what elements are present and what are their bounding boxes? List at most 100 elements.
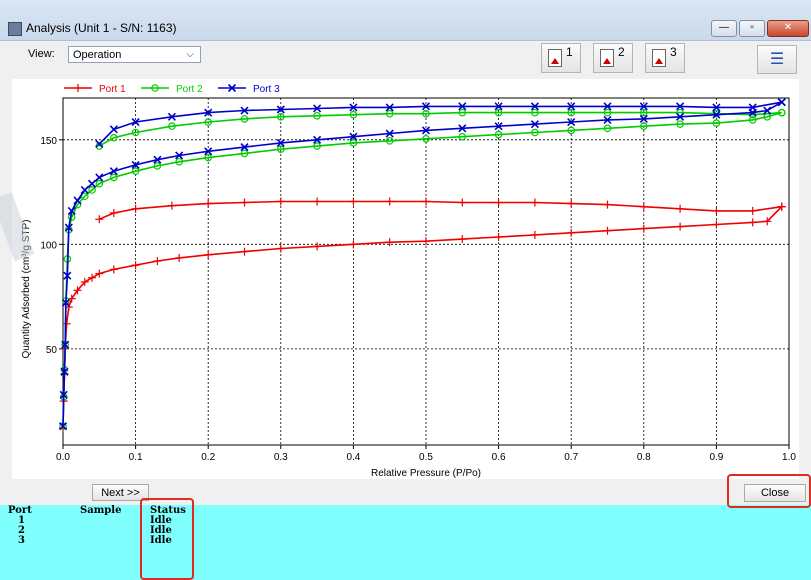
point-marker: [131, 117, 140, 127]
x-tick-label: 0.6: [492, 452, 506, 463]
isotherm-plot: 0.0 0.1 0.2 0.3 0.4 0.5 0.6 0.7 0.8 0.9 1.0 50 100 15…: [12, 79, 799, 479]
app-icon: [8, 22, 22, 36]
point-marker: [639, 122, 648, 131]
toolbar: View: Operation ⌵ 1 2 3 ☰: [0, 41, 811, 79]
point-marker: [712, 119, 721, 127]
close-window-button[interactable]: ✕: [767, 20, 809, 37]
report-port-3-button[interactable]: 3: [645, 43, 685, 73]
point-marker: [175, 157, 183, 166]
point-marker: [531, 108, 539, 117]
x-tick-label: 0.5: [419, 452, 433, 463]
point-marker: [204, 118, 213, 126]
x-tick-label: 0.0: [56, 452, 70, 463]
plot-axes: 0.0 0.1 0.2 0.3 0.4 0.5 0.6 0.7 0.8 0.9 1.0 50 100 15…: [40, 97, 796, 463]
point-marker: [276, 138, 285, 148]
report-button-number: 3: [670, 45, 677, 59]
view-label: View:: [28, 48, 55, 60]
title-bar: Analysis (Unit 1 - S/N: 1163) — ▫ ✕: [0, 0, 811, 41]
point-marker: [639, 102, 648, 111]
report-port-2-button[interactable]: 2: [593, 43, 633, 73]
point-marker: [603, 115, 612, 125]
x-tick-label: 0.4: [346, 452, 360, 463]
minimize-button[interactable]: —: [711, 20, 737, 37]
point-marker: [531, 128, 539, 137]
point-marker: [349, 110, 358, 119]
status-column: Status Idle Idle Idle: [150, 506, 186, 546]
close-button[interactable]: Close: [744, 484, 806, 502]
sample-header: Sample: [80, 505, 122, 516]
legend-label: Port 1: [99, 84, 126, 95]
point-marker: [712, 109, 721, 118]
point-marker: [131, 128, 140, 137]
next-button[interactable]: Next >>: [92, 484, 149, 501]
point-marker: [385, 103, 394, 112]
point-marker: [240, 143, 249, 152]
point-marker: [60, 367, 69, 376]
point-marker: [131, 160, 140, 169]
point-marker: [494, 108, 503, 117]
status-highlight-box: [140, 498, 194, 580]
point-marker: [458, 132, 467, 141]
x-tick-label: 0.9: [709, 452, 723, 463]
point-marker: [204, 153, 213, 162]
isotherm-chart: 0.0 0.1 0.2 0.3 0.4 0.5 0.6 0.7 0.8 0.9 1.0 50 100 15…: [21, 83, 796, 479]
point-marker: [422, 134, 430, 143]
x-tick-label: 0.3: [274, 452, 288, 463]
report-button-number: 2: [618, 45, 625, 59]
point-marker: [712, 110, 721, 119]
point-marker: [567, 126, 576, 135]
close-highlight-box: [727, 474, 811, 508]
point-marker: [567, 108, 576, 117]
status-1-value: Idle: [150, 515, 172, 526]
point-marker: [349, 139, 358, 147]
report-icon: [600, 49, 614, 67]
point-marker: [80, 185, 89, 195]
point-marker: [494, 130, 503, 139]
options-list-button[interactable]: ☰: [757, 45, 797, 74]
point-marker: [639, 108, 648, 117]
point-marker: [494, 102, 503, 111]
point-marker: [80, 192, 89, 201]
point-marker: [61, 340, 70, 349]
point-marker: [458, 124, 467, 133]
x-axis-label: Relative Pressure (P/Po): [371, 468, 481, 479]
y-axis-label: Quantity Adsorbed (cm³/g STP): [21, 220, 32, 359]
status-3-value: Idle: [150, 535, 172, 546]
point-marker: [676, 102, 685, 111]
x-tick-label: 0.7: [564, 452, 578, 463]
view-select[interactable]: Operation ⌵: [68, 46, 201, 63]
point-marker: [58, 422, 68, 431]
x-tick-label: 1.0: [782, 452, 796, 463]
point-marker: [385, 137, 394, 145]
point-marker: [63, 271, 72, 280]
point-marker: [313, 104, 322, 113]
point-marker: [676, 112, 685, 121]
series-line: [98, 111, 782, 147]
point-marker: [110, 173, 118, 182]
checklist-icon: ☰: [769, 51, 785, 68]
point-marker: [748, 116, 757, 124]
report-icon: [652, 49, 666, 67]
report-port-1-button[interactable]: 1: [541, 43, 581, 73]
port-header: Port: [8, 505, 32, 516]
series-line: [62, 206, 783, 429]
point-marker: [421, 126, 431, 135]
point-marker: [313, 142, 321, 150]
point-marker: [88, 186, 96, 194]
point-marker: [87, 179, 97, 188]
maximize-button[interactable]: ▫: [739, 20, 765, 37]
status-header: Status: [150, 505, 186, 516]
point-marker: [61, 298, 70, 307]
plot-series: [58, 98, 786, 433]
series-line: [62, 111, 782, 427]
point-marker: [422, 109, 430, 118]
point-marker: [276, 105, 285, 114]
point-marker: [167, 112, 176, 121]
point-marker: [110, 133, 118, 142]
point-marker: [204, 108, 213, 117]
plot-legend: Port 1 Port 2 Port 3: [64, 83, 280, 95]
point-marker: [175, 151, 184, 160]
point-marker: [240, 106, 249, 115]
chevron-down-icon: ⌵: [186, 49, 194, 60]
point-marker: [67, 206, 76, 215]
